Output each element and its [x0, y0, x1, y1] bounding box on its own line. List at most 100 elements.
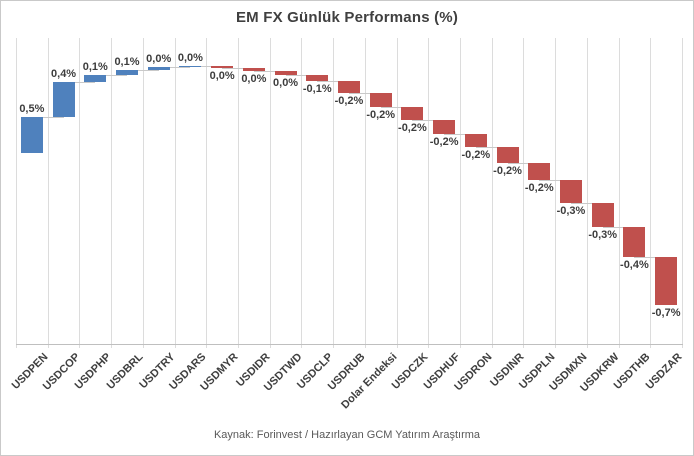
- waterfall-connector: [285, 74, 318, 76]
- bar-dolar-endeksi: [369, 93, 392, 107]
- bar-value-label: -0,2%: [366, 108, 396, 121]
- x-axis-label-usdmxn: USDMXN: [547, 351, 590, 394]
- x-axis-label-usdphp: USDPHP: [72, 351, 114, 392]
- bar-usdinr: [496, 147, 519, 164]
- gridline: [650, 38, 652, 348]
- x-axis-label-usdczk: USDCZK: [390, 351, 431, 392]
- chart-title: EM FX Günlük Performans (%): [235, 9, 459, 26]
- waterfall-connector: [475, 147, 508, 149]
- bar-value-label: 0,1%: [82, 60, 108, 73]
- x-axis-label-usdtwd: USDTWD: [261, 351, 305, 394]
- waterfall-connector: [349, 93, 381, 95]
- gridline: [238, 38, 239, 348]
- bar-value-label: 0,1%: [114, 56, 140, 69]
- waterfall-connector: [317, 80, 349, 82]
- bar-usdhuf: [433, 119, 456, 134]
- gridline: [523, 38, 525, 348]
- plot-area: 0,5% 0,4% 0,1% 0,1% 0,0% 0,0% 0,0% 0,0% 0,0% -0,1…: [16, 38, 683, 348]
- bar-usdbrl: [116, 70, 138, 75]
- gridline: [618, 38, 620, 348]
- bar-usdrub: [338, 80, 360, 94]
- bar-value-label: 0,0%: [209, 69, 235, 82]
- bar-usdzar: [655, 256, 678, 305]
- waterfall-connector: [571, 203, 603, 205]
- x-axis-label-usdpln: USDPLN: [517, 351, 558, 392]
- x-axis-label-usdinr: USDINR: [487, 351, 527, 390]
- waterfall-connector: [158, 67, 191, 69]
- bar-value-label: -0,3%: [556, 205, 586, 218]
- x-axis-label-usdpen: USDPEN: [9, 351, 51, 392]
- waterfall-connector: [95, 74, 127, 76]
- bar-usdphp: [84, 74, 107, 82]
- bar-usdtry: [147, 67, 170, 71]
- bar-usdcop: [52, 81, 75, 117]
- gridline: [174, 38, 176, 348]
- gridline: [47, 38, 49, 348]
- waterfall-connector: [253, 70, 286, 72]
- bar-usdkrw: [591, 203, 614, 227]
- gridline: [555, 38, 557, 348]
- bar-value-label: 0,0%: [146, 53, 172, 66]
- waterfall-connector: [222, 67, 254, 69]
- bar-value-label: -0,2%: [334, 95, 364, 108]
- x-axis-label-usdron: USDRON: [452, 351, 495, 394]
- waterfall-connector: [380, 106, 413, 108]
- waterfall-connector: [190, 65, 223, 67]
- x-axis-label-usdzar: USDZAR: [643, 351, 685, 392]
- bar-value-label: 0,4%: [51, 67, 77, 80]
- bar-value-label: -0,2%: [429, 135, 459, 148]
- bar-value-label: -0,1%: [302, 82, 332, 95]
- waterfall-connector: [31, 116, 64, 118]
- gridline: [269, 38, 271, 348]
- waterfall-connector: [602, 226, 635, 228]
- waterfall-connector: [507, 163, 540, 165]
- bar-usdthb: [623, 226, 646, 257]
- gridline: [460, 38, 461, 348]
- x-axis-label-usdthb: USDTHB: [612, 351, 653, 392]
- bar-usdidr: [242, 67, 265, 71]
- bar-value-label: 0,0%: [273, 76, 299, 89]
- x-axis-label-usdidr: USDIDR: [234, 351, 273, 390]
- bar-usdczk: [401, 106, 424, 120]
- gridline: [364, 38, 366, 348]
- source-note: Kaynak: Forinvest / Hazırlayan GCM Yatır…: [213, 429, 481, 441]
- bar-value-label: 0,0%: [177, 51, 203, 64]
- gridline: [206, 38, 208, 348]
- bar-usdclp: [306, 74, 329, 81]
- waterfall-connector: [63, 81, 96, 83]
- gridline: [491, 38, 493, 348]
- x-axis-line: [16, 344, 683, 345]
- bar-value-label: 0,0%: [241, 72, 267, 85]
- bar-value-label: -0,2%: [524, 181, 554, 194]
- gridline: [79, 38, 81, 348]
- x-axis-label-usdrub: USDRUB: [325, 351, 368, 393]
- bar-usdron: [464, 133, 487, 148]
- waterfall-connector: [444, 133, 476, 135]
- waterfall-connector: [539, 179, 571, 181]
- x-axis-label-usdhuf: USDHUF: [421, 351, 463, 392]
- x-axis-label-usdkrw: USDKRW: [577, 351, 622, 395]
- gridline: [111, 38, 113, 348]
- bar-value-label: -0,4%: [620, 258, 649, 271]
- waterfall-connector: [634, 256, 667, 258]
- bar-usdars: [179, 65, 202, 68]
- x-axis-label-usdcop: USDCOP: [40, 351, 83, 393]
- gridline: [16, 38, 17, 348]
- bar-value-label: -0,2%: [493, 165, 522, 178]
- gridline: [682, 38, 683, 348]
- gridline: [142, 38, 144, 348]
- gridline: [586, 38, 588, 348]
- bar-usdpen: [20, 116, 43, 153]
- bar-usdpln: [528, 163, 551, 180]
- gridline: [333, 38, 335, 348]
- bar-usdmxn: [560, 179, 582, 204]
- bar-value-label: -0,2%: [461, 149, 491, 162]
- bar-usdmyr: [211, 65, 234, 68]
- x-axis-label-usdmyr: USDMYR: [198, 351, 241, 394]
- gridline: [428, 38, 430, 348]
- bar-value-label: 0,5%: [19, 102, 45, 115]
- bar-usdtwd: [274, 70, 297, 75]
- waterfall-connector: [412, 119, 445, 121]
- gridline: [301, 38, 303, 348]
